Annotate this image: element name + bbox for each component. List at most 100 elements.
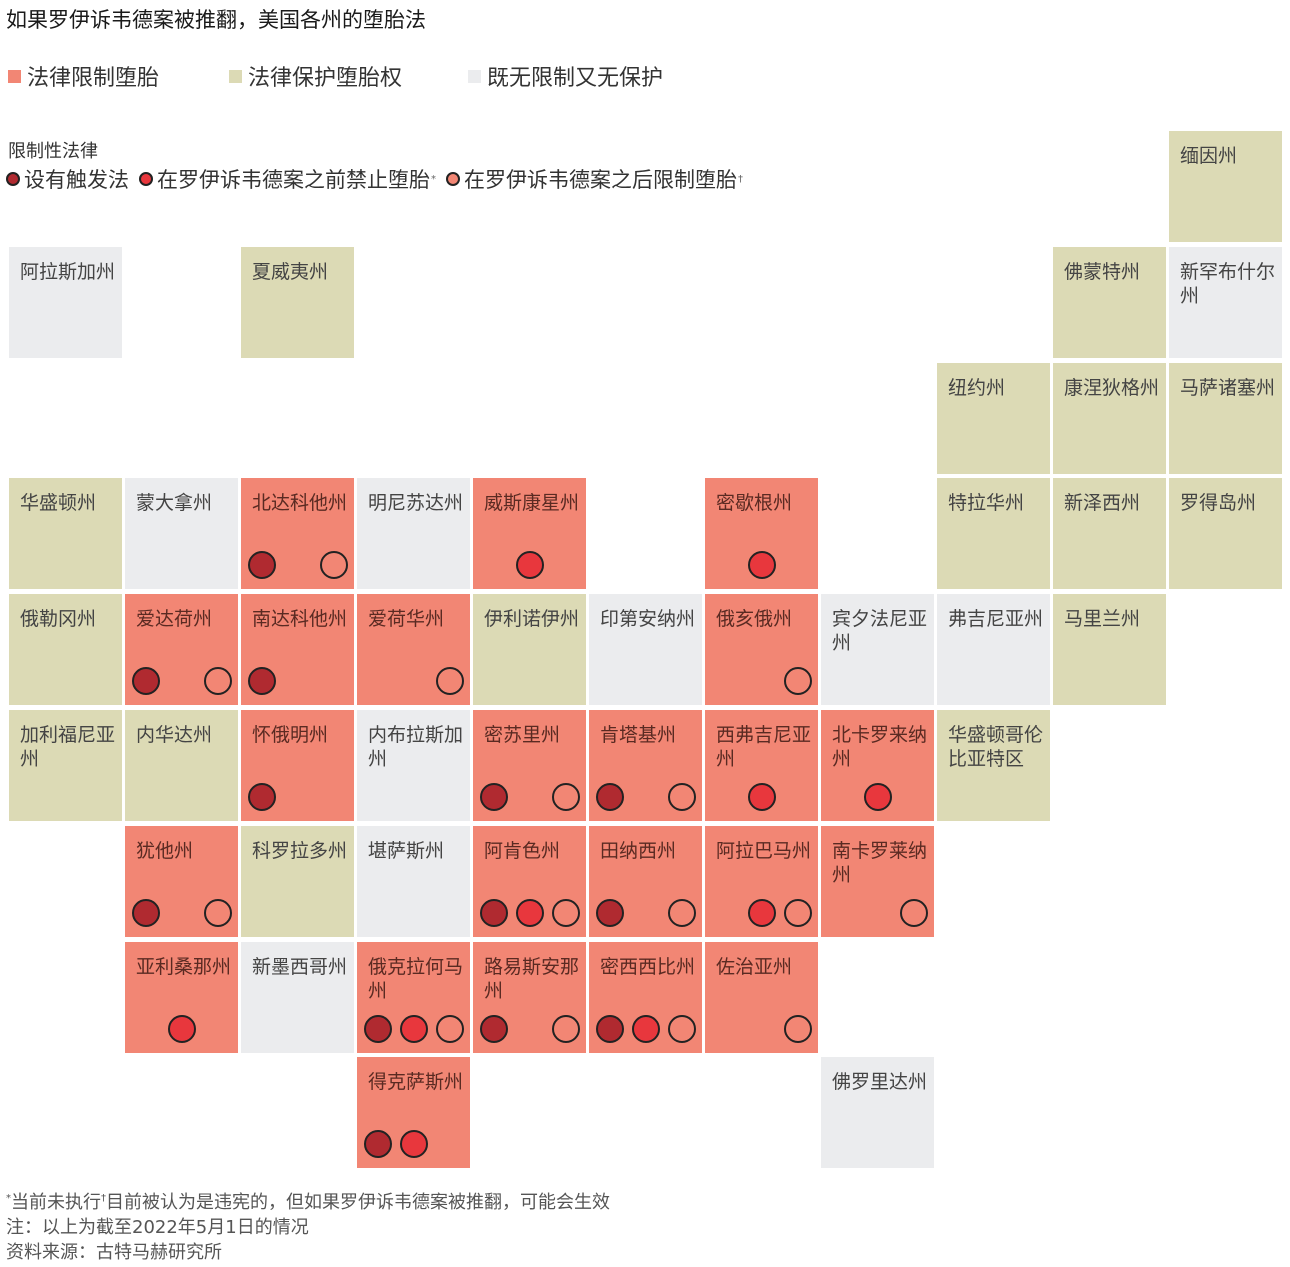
state-name: 新罕布什尔州 <box>1180 261 1276 307</box>
state-name: 马萨诸塞州 <box>1180 377 1276 399</box>
state-tile: 印第安纳州 <box>589 594 702 705</box>
state-tile: 密西西比州 <box>589 942 702 1053</box>
law-markers <box>589 1015 702 1045</box>
state-tile: 阿肯色州 <box>473 826 586 937</box>
state-name: 俄亥俄州 <box>716 608 793 630</box>
post-law-dot-icon <box>668 899 696 927</box>
state-name: 肯塔基州 <box>600 724 677 746</box>
state-tile: 亚利桑那州 <box>125 942 238 1053</box>
law-markers <box>125 667 238 697</box>
post-law-dot-icon <box>784 1015 812 1043</box>
law-markers <box>821 899 934 929</box>
law-legend-post-roe-label: 在罗伊诉韦德案之后限制堕胎 <box>464 168 737 192</box>
pre-law-dot-icon <box>748 783 776 811</box>
post-law-dot-icon <box>552 1015 580 1043</box>
state-tile: 肯塔基州 <box>589 710 702 821</box>
state-name: 新泽西州 <box>1064 492 1141 514</box>
law-markers <box>241 667 354 697</box>
state-tile: 康涅狄格州 <box>1053 363 1166 474</box>
law-markers <box>705 899 818 929</box>
state-name: 田纳西州 <box>600 840 677 862</box>
state-name: 佛蒙特州 <box>1064 261 1141 283</box>
state-tile: 科罗拉多州 <box>241 826 354 937</box>
pre-law-dot-icon <box>632 1015 660 1043</box>
post-law-dot-icon <box>204 899 232 927</box>
state-tile: 南达科他州 <box>241 594 354 705</box>
pre-law-dot-icon <box>400 1130 428 1158</box>
trigger-law-dot-icon <box>480 899 508 927</box>
post-law-dot-icon <box>320 551 348 579</box>
state-name: 南卡罗莱纳州 <box>832 840 928 886</box>
state-tile: 蒙大拿州 <box>125 478 238 589</box>
state-tile: 密苏里州 <box>473 710 586 821</box>
state-tile: 华盛顿州 <box>9 478 122 589</box>
state-tile: 弗吉尼亚州 <box>937 594 1050 705</box>
state-name: 阿拉巴马州 <box>716 840 812 862</box>
legend-neither: 既无限制又无保护 <box>468 60 663 92</box>
law-markers <box>357 667 470 697</box>
law-markers <box>821 783 934 813</box>
post-law-dot-icon <box>668 1015 696 1043</box>
law-markers <box>241 783 354 813</box>
state-name: 密歇根州 <box>716 492 793 514</box>
state-name: 爱荷华州 <box>368 608 445 630</box>
trigger-law-dot-icon <box>480 1015 508 1043</box>
state-tile: 堪萨斯州 <box>357 826 470 937</box>
trigger-law-dot-icon <box>364 1130 392 1158</box>
state-tile: 南卡罗莱纳州 <box>821 826 934 937</box>
legend-restrict: 法律限制堕胎 <box>8 60 159 92</box>
state-name: 北卡罗来纳州 <box>832 724 928 770</box>
state-name: 北达科他州 <box>252 492 348 514</box>
state-tile: 犹他州 <box>125 826 238 937</box>
state-name: 阿肯色州 <box>484 840 561 862</box>
state-name: 得克萨斯州 <box>368 1071 464 1093</box>
state-tile: 阿拉斯加州 <box>9 247 122 358</box>
footnote-a: 当前未执行 <box>11 1192 101 1213</box>
law-legend-trigger-label: 设有触发法 <box>24 168 129 192</box>
pre-law-dot-icon <box>516 899 544 927</box>
law-markers <box>473 899 586 929</box>
law-markers <box>589 783 702 813</box>
state-tile: 新墨西哥州 <box>241 942 354 1053</box>
state-name: 西弗吉尼亚州 <box>716 724 812 770</box>
state-tile: 缅因州 <box>1169 131 1282 242</box>
footnote-line: *当前未执行†目前被认为是违宪的，但如果罗伊诉韦德案被推翻，可能会生效 <box>6 1188 610 1214</box>
trigger-law-dot-icon <box>248 667 276 695</box>
legend-neither-swatch <box>468 69 481 83</box>
pre-law-dot-icon <box>400 1015 428 1043</box>
legend-restrict-swatch <box>8 69 21 83</box>
state-name: 伊利诺伊州 <box>484 608 580 630</box>
footnote-b: 目前被认为是违宪的，但如果罗伊诉韦德案被推翻，可能会生效 <box>106 1192 610 1213</box>
state-tile: 威斯康星州 <box>473 478 586 589</box>
state-tile: 罗得岛州 <box>1169 478 1282 589</box>
state-name: 纽约州 <box>948 377 1006 399</box>
trigger-law-dot-icon <box>480 783 508 811</box>
state-name: 罗得岛州 <box>1180 492 1257 514</box>
state-tile: 华盛顿哥伦比亚特区 <box>937 710 1050 821</box>
trigger-law-dot-icon <box>248 551 276 579</box>
legend-neither-label: 既无限制又无保护 <box>487 66 664 91</box>
state-name: 内华达州 <box>136 724 213 746</box>
trigger-law-dot-icon <box>364 1015 392 1043</box>
source-note: 资料来源：古特马赫研究所 <box>6 1242 222 1263</box>
state-name: 南达科他州 <box>252 608 348 630</box>
trigger-law-dot-icon <box>132 667 160 695</box>
pre-law-dot-icon <box>516 551 544 579</box>
state-tile: 加利福尼亚州 <box>9 710 122 821</box>
law-legend-pre-roe: 在罗伊诉韦德案之前禁止堕胎 * <box>139 164 436 194</box>
post-roe-dot-icon <box>446 172 460 186</box>
state-name: 印第安纳州 <box>600 608 696 630</box>
pre-law-dot-icon <box>748 551 776 579</box>
law-legend: 设有触发法 在罗伊诉韦德案之前禁止堕胎 * 在罗伊诉韦德案之后限制堕胎 † <box>6 164 753 194</box>
legend-protect-label: 法律保护堕胎权 <box>248 66 403 91</box>
trigger-law-dot-icon <box>248 783 276 811</box>
law-legend-title: 限制性法律 <box>8 141 98 162</box>
state-name: 弗吉尼亚州 <box>948 608 1044 630</box>
state-name: 佐治亚州 <box>716 956 793 978</box>
law-markers <box>589 899 702 929</box>
post-roe-footnote-mark: † <box>738 173 743 185</box>
footnote-mark-a: * <box>6 1193 11 1204</box>
state-tile: 俄亥俄州 <box>705 594 818 705</box>
trigger-dot-icon <box>6 172 20 186</box>
state-tile: 内布拉斯加州 <box>357 710 470 821</box>
